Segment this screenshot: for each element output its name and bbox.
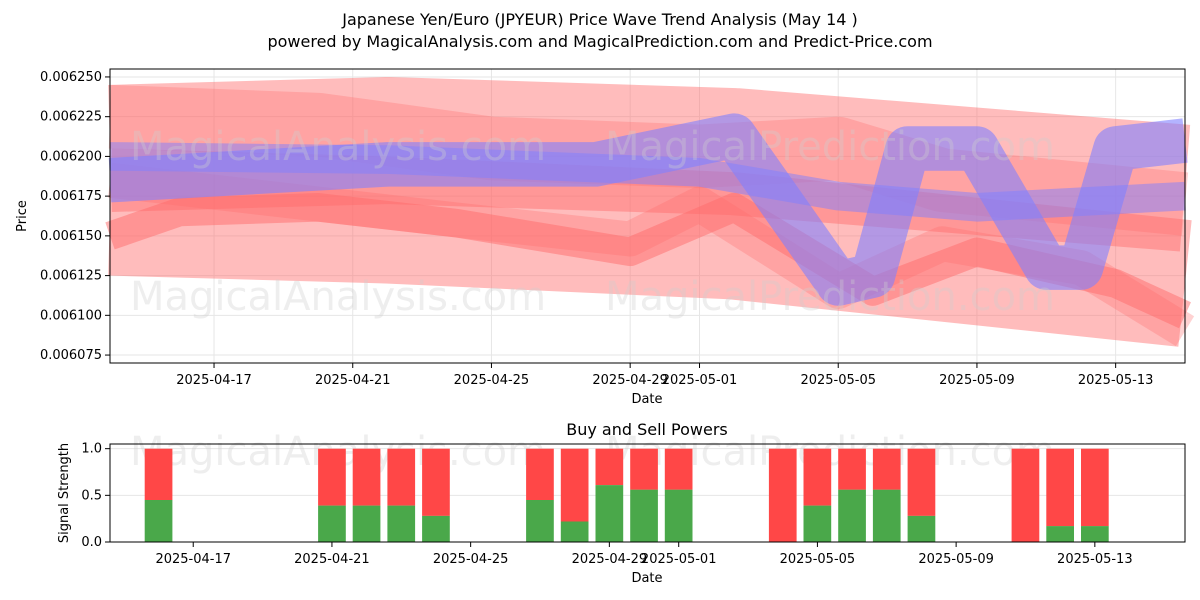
main-y-tick-label: 0.006250 — [40, 70, 102, 85]
main-x-tick-label: 2025-05-05 — [800, 373, 876, 388]
buy-power-bar — [838, 489, 866, 542]
power-x-tick-label: 2025-05-09 — [918, 552, 994, 567]
main-y-ticks: 0.006075 0.006100 0.006125 0.006150 0.006175… — [40, 70, 110, 363]
buy-sell-power-chart: Buy and Sell Powers MagicalAnalysis.comM… — [57, 420, 1186, 586]
main-x-tick-label: 2025-04-21 — [315, 373, 391, 388]
power-x-ticks: 2025-04-17 2025-04-21 2025-04-25 2025-04-29… — [155, 542, 1133, 567]
power-x-label: Date — [631, 571, 662, 586]
watermark-text: MagicalPrediction.com — [605, 124, 1055, 170]
power-x-tick-label: 2025-04-21 — [294, 552, 370, 567]
buy-power-bar — [907, 515, 936, 542]
main-y-tick-label: 0.006175 — [40, 189, 102, 204]
buy-power-bar — [387, 505, 416, 542]
power-x-tick-label: 2025-05-05 — [780, 552, 856, 567]
main-y-label: Price — [15, 200, 30, 232]
power-y-tick-label: 0.5 — [81, 488, 102, 503]
buy-power-bar — [560, 521, 589, 542]
buy-power-bar — [803, 505, 832, 542]
power-x-tick-label: 2025-04-17 — [155, 552, 231, 567]
buy-power-bar — [1081, 526, 1109, 542]
main-y-tick-label: 0.006075 — [40, 348, 102, 363]
main-x-tick-label: 2025-04-29 — [592, 373, 668, 388]
sell-power-bar — [144, 448, 173, 500]
power-y-ticks: 0.0 0.5 1.0 — [81, 442, 110, 550]
wave-band-blue-6 — [109, 142, 1186, 222]
sell-power-bar — [838, 448, 866, 490]
sell-power-bar — [387, 448, 416, 506]
main-x-ticks: 2025-04-17 2025-04-21 2025-04-25 2025-04-29… — [176, 363, 1153, 388]
power-chart-title: Buy and Sell Powers — [566, 420, 728, 439]
main-x-tick-label: 2025-04-17 — [176, 373, 252, 388]
power-x-tick-label: 2025-05-01 — [641, 552, 717, 567]
power-axes-frame — [109, 443, 1186, 543]
sell-power-bar — [352, 448, 381, 506]
power-x-tick-label: 2025-04-29 — [572, 552, 648, 567]
buy-power-bar — [422, 515, 450, 542]
buy-power-bar — [664, 489, 693, 542]
sell-power-bar — [560, 448, 589, 522]
main-y-tick-label: 0.006150 — [40, 229, 102, 244]
main-watermarks: MagicalAnalysis.com MagicalPrediction.com… — [130, 124, 1055, 320]
watermark-text: MagicalAnalysis.com — [130, 124, 546, 170]
sell-power-bar — [872, 448, 901, 490]
main-x-tick-label: 2025-04-25 — [454, 373, 530, 388]
power-x-tick-label: 2025-04-25 — [433, 552, 509, 567]
buy-power-bar — [318, 505, 346, 542]
sell-power-bar — [630, 448, 658, 490]
main-y-tick-label: 0.006125 — [40, 269, 102, 284]
sell-power-bar — [422, 448, 450, 516]
main-y-tick-label: 0.006225 — [40, 110, 102, 125]
power-y-tick-label: 0.0 — [81, 535, 102, 550]
sell-power-bar — [526, 448, 554, 500]
title-line-2: powered by MagicalAnalysis.com and Magic… — [267, 32, 932, 51]
buy-power-bar — [526, 500, 554, 542]
watermark-text: MagicalAnalysis.com — [130, 274, 546, 320]
main-x-tick-label: 2025-05-01 — [662, 373, 738, 388]
power-y-tick-label: 1.0 — [81, 442, 102, 457]
main-x-tick-label: 2025-05-13 — [1078, 373, 1154, 388]
main-x-tick-label: 2025-05-09 — [939, 373, 1015, 388]
sell-power-bar — [803, 448, 832, 506]
sell-power-bar — [318, 448, 346, 506]
main-axes-frame — [109, 68, 1186, 364]
buy-power-bar — [144, 500, 173, 542]
sell-power-bar — [1081, 448, 1109, 527]
main-y-tick-label: 0.006100 — [40, 308, 102, 323]
power-x-tick-label: 2025-05-13 — [1057, 552, 1133, 567]
sell-power-bar — [907, 448, 936, 516]
main-y-tick-label: 0.006200 — [40, 149, 102, 164]
watermark-text: MagicalPrediction.com — [605, 274, 1055, 320]
buy-power-bar — [595, 485, 624, 542]
title-line-1: Japanese Yen/Euro (JPYEUR) Price Wave Tr… — [341, 10, 858, 29]
buy-power-bar — [1046, 526, 1074, 542]
sell-power-bar — [595, 448, 624, 486]
sell-power-bar — [664, 448, 693, 490]
main-bands — [105, 76, 1195, 347]
power-y-label: Signal Strength — [57, 443, 72, 543]
sell-power-bar — [1046, 448, 1074, 527]
price-wave-chart: MagicalAnalysis.com MagicalPrediction.com… — [15, 68, 1195, 407]
buy-power-bar — [872, 489, 901, 542]
buy-power-bar — [352, 505, 381, 542]
sell-power-bar — [768, 448, 797, 542]
sell-power-bar — [1011, 448, 1040, 542]
buy-power-bar — [630, 489, 658, 542]
main-x-label: Date — [631, 392, 662, 407]
power-bars — [144, 448, 1109, 542]
